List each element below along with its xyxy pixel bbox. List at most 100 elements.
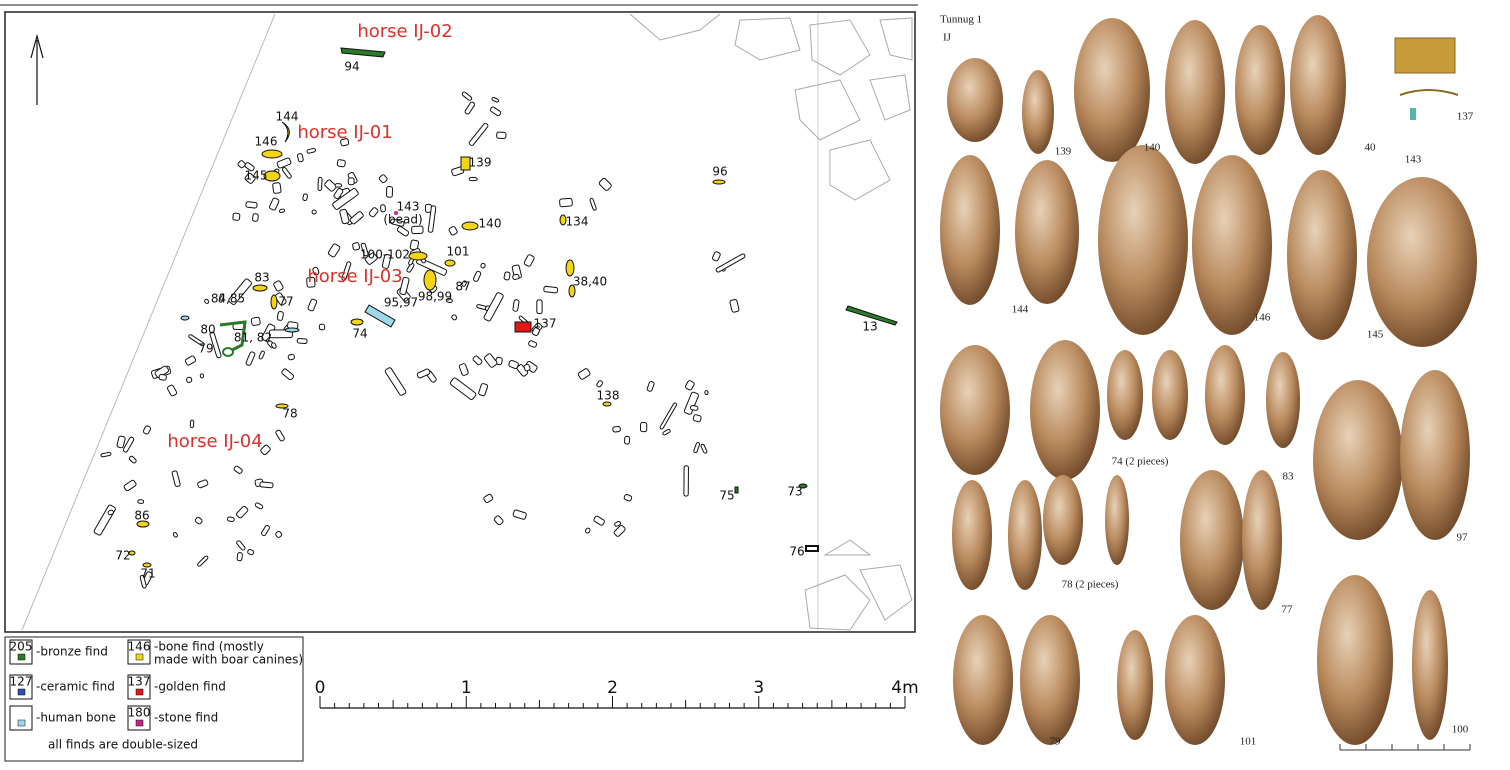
artifact xyxy=(1022,70,1054,154)
photo-caption: 137 xyxy=(1457,111,1474,123)
bone xyxy=(640,421,648,433)
bone xyxy=(184,355,197,366)
bone xyxy=(512,509,527,520)
bone xyxy=(352,242,361,251)
bone xyxy=(237,160,246,169)
artifact xyxy=(1165,20,1225,164)
bone xyxy=(252,213,259,222)
legend-icon xyxy=(9,705,33,731)
find-label: 140 xyxy=(479,217,502,231)
bone xyxy=(172,532,178,538)
find-label: 138 xyxy=(597,389,620,403)
artifact xyxy=(1074,18,1150,162)
legend-text: -stone find xyxy=(154,711,218,725)
find-label: 79 xyxy=(198,342,213,356)
artifact xyxy=(1313,380,1403,540)
bone xyxy=(536,299,543,315)
bone xyxy=(281,167,292,179)
bone xyxy=(692,414,702,423)
stones xyxy=(629,13,913,631)
bone xyxy=(197,555,209,567)
bone xyxy=(166,384,178,397)
photo-caption: 78 (2 pieces) xyxy=(1062,579,1119,591)
horse-label: horse IJ-02 xyxy=(357,21,452,42)
artifact xyxy=(1266,352,1300,448)
bone xyxy=(137,499,145,504)
find-label: 101 xyxy=(447,245,470,259)
bone xyxy=(233,465,243,474)
legend-swatch xyxy=(135,688,144,696)
artifact xyxy=(1098,145,1188,335)
bone xyxy=(218,293,224,303)
bone xyxy=(261,525,270,537)
artifact xyxy=(1180,470,1244,610)
scale-label: 3 xyxy=(753,678,764,698)
bone xyxy=(624,435,631,445)
bone xyxy=(528,340,538,348)
bone xyxy=(258,350,265,360)
find-label: 94 xyxy=(344,60,359,74)
bone xyxy=(228,278,252,306)
artifact xyxy=(1105,475,1129,565)
find-label: 87 xyxy=(455,280,470,294)
bone xyxy=(458,363,469,376)
bone xyxy=(468,177,478,182)
find-label: 137 xyxy=(534,317,557,331)
artifact xyxy=(947,58,1003,142)
bone xyxy=(386,186,393,198)
bone xyxy=(188,334,205,347)
bone xyxy=(472,355,483,366)
bone xyxy=(364,252,378,265)
legend-text: -golden find xyxy=(154,680,226,694)
find-label: 98,99 xyxy=(418,290,452,304)
bone xyxy=(318,323,326,331)
photo-caption: 83 xyxy=(1283,471,1295,483)
bone xyxy=(269,197,280,211)
bead xyxy=(1410,108,1416,120)
bone xyxy=(158,374,167,381)
bone xyxy=(646,380,655,392)
bone xyxy=(360,242,369,257)
bone xyxy=(340,138,350,147)
photo-caption: 79 xyxy=(1050,736,1062,748)
bone xyxy=(715,253,746,273)
find-label: 145 xyxy=(245,169,268,183)
bone xyxy=(384,367,407,396)
bone xyxy=(683,465,689,497)
bone xyxy=(451,314,458,321)
bone xyxy=(296,337,308,345)
legend-swatch xyxy=(17,688,26,696)
bone xyxy=(139,574,147,589)
bone xyxy=(194,516,203,525)
bone xyxy=(489,106,502,117)
photo-caption: 145 xyxy=(1367,329,1384,341)
bone xyxy=(236,540,246,551)
bone xyxy=(659,402,678,430)
bone xyxy=(171,470,181,487)
site-name: Tunnug 1 xyxy=(940,14,982,26)
north-arrow xyxy=(30,33,44,105)
bone xyxy=(381,253,392,269)
bone xyxy=(503,271,511,281)
bone xyxy=(142,425,152,435)
artifact xyxy=(1287,170,1357,340)
bone xyxy=(508,359,519,370)
bone xyxy=(512,273,520,280)
bone xyxy=(271,342,277,349)
bone xyxy=(380,204,386,213)
find-label: 13 xyxy=(862,320,877,334)
find-label: 95,97 xyxy=(384,296,418,310)
bone xyxy=(199,373,205,379)
photo-caption: 77 xyxy=(1282,604,1294,616)
bone xyxy=(327,243,341,258)
bone xyxy=(461,91,473,101)
find-label: 38,40 xyxy=(573,275,607,289)
scale-bar: 0 1 2 3 4m xyxy=(315,678,919,709)
bone xyxy=(209,331,222,359)
bone xyxy=(409,239,420,251)
bone xyxy=(478,383,489,397)
artifact xyxy=(1015,160,1079,304)
bone xyxy=(274,292,287,306)
bone xyxy=(577,368,591,380)
